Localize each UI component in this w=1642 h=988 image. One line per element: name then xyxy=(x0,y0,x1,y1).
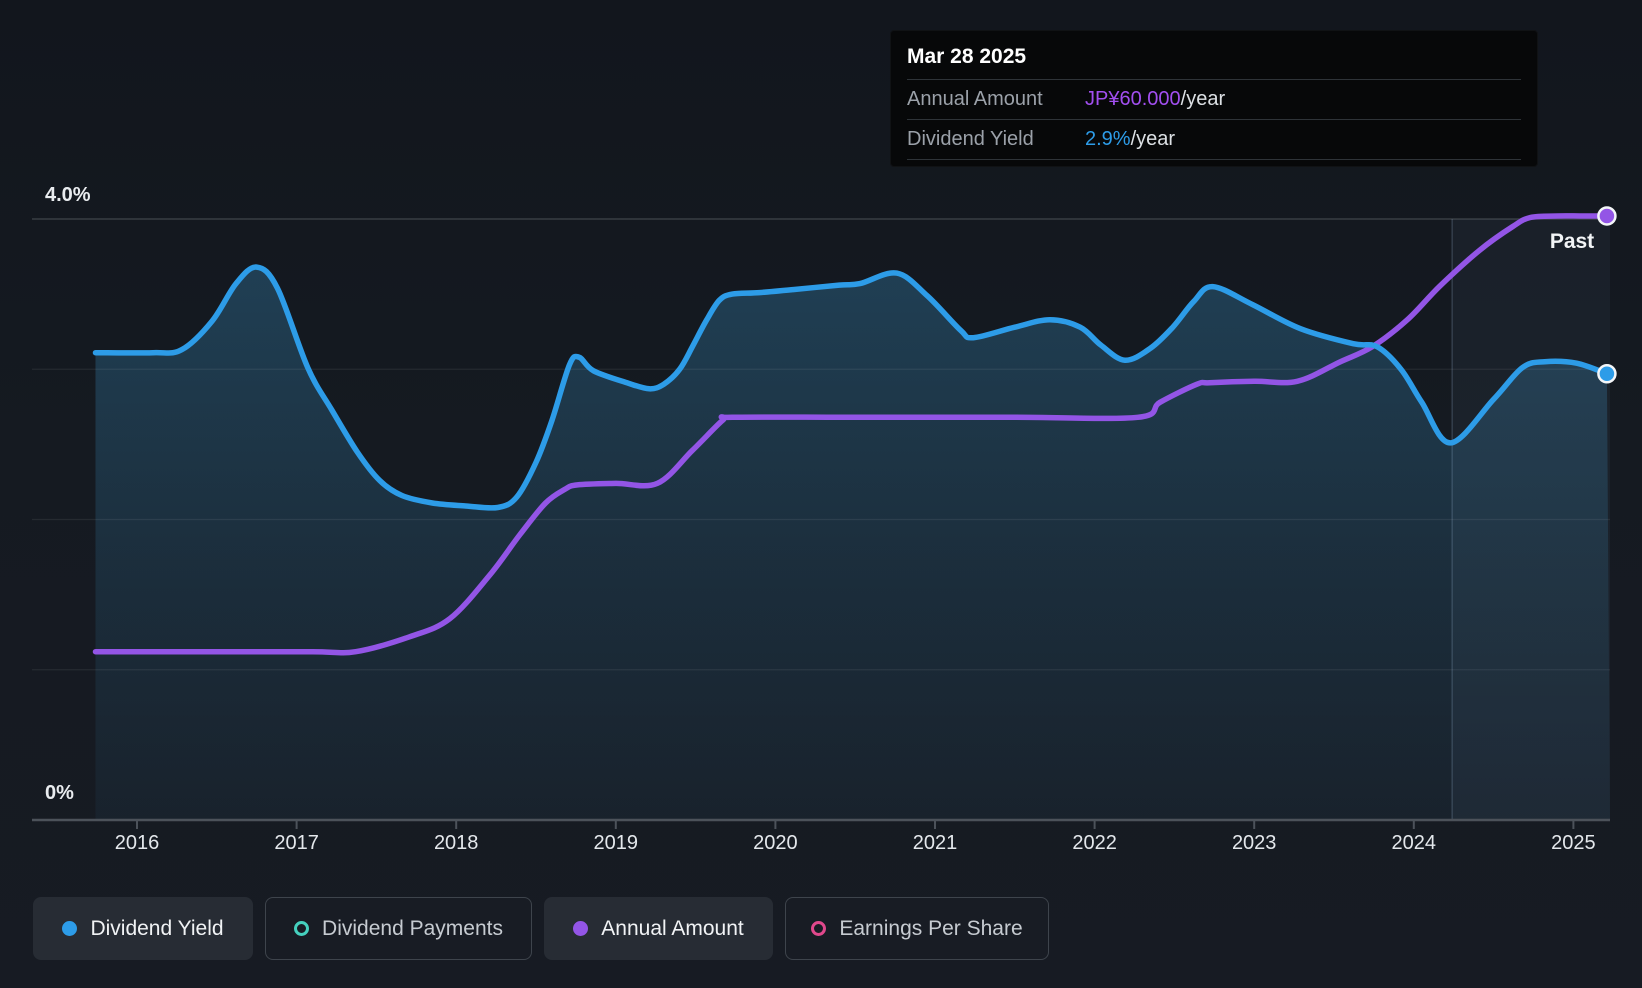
tooltip-value-dividend-yield: 2.9% xyxy=(1085,128,1131,150)
annual-amount-dot-icon xyxy=(573,921,589,936)
tooltip-label: Dividend Yield xyxy=(907,128,1034,150)
legend-button-dividend-yield[interactable]: Dividend Yield xyxy=(33,897,253,960)
x-axis-label-2021: 2021 xyxy=(912,832,958,854)
tooltip-suffix: /year xyxy=(1180,88,1226,110)
tooltip-date: Mar 28 2025 xyxy=(907,45,1027,68)
tooltip-row-annual-amount: Annual Amount JP¥60.000 /year xyxy=(907,79,1521,119)
x-axis-label-2018: 2018 xyxy=(433,832,479,854)
dividend-yield-line xyxy=(92,264,1610,511)
legend-button-annual-amount[interactable]: Annual Amount xyxy=(544,897,773,960)
x-axis-label-2023: 2023 xyxy=(1231,832,1277,854)
x-axis-label-2016: 2016 xyxy=(114,832,160,854)
annual-amount-line xyxy=(92,213,1610,656)
x-axis-label-2024: 2024 xyxy=(1391,832,1437,854)
y-axis-label-top: 4.0% xyxy=(45,184,91,206)
dividend-payments-ring-icon xyxy=(294,921,310,936)
tooltip-row-dividend-yield: Dividend Yield 2.9% /year xyxy=(907,119,1521,160)
legend-label: Dividend Yield xyxy=(90,916,224,940)
legend-button-earnings-per-share[interactable]: Earnings Per Share xyxy=(785,897,1049,960)
x-axis-label-2020: 2020 xyxy=(753,832,798,854)
tooltip-value-annual-amount: JP¥60.000 xyxy=(1085,88,1181,110)
x-axis-label-2019: 2019 xyxy=(593,832,639,854)
y-axis-label-bottom: 0% xyxy=(45,782,74,804)
past-annotation-label: Past xyxy=(1549,230,1595,253)
chart-tooltip: Mar 28 2025 Annual Amount JP¥60.000 /yea… xyxy=(890,30,1538,167)
x-axis-label-2017: 2017 xyxy=(274,832,319,854)
tooltip-suffix: /year xyxy=(1130,128,1176,150)
x-axis-label-2025: 2025 xyxy=(1551,832,1596,854)
dividend-yield-endpoint-marker xyxy=(1597,364,1617,384)
chart-legend: Dividend Yield Dividend Payments Annual … xyxy=(33,897,1049,960)
tooltip-label: Annual Amount xyxy=(907,88,1043,110)
dividend-yield-area xyxy=(95,267,1610,820)
legend-label: Annual Amount xyxy=(601,916,744,940)
x-axis-label-2022: 2022 xyxy=(1072,832,1117,854)
annual-amount-endpoint-marker xyxy=(1597,206,1617,226)
earnings-per-share-ring-icon xyxy=(811,921,827,936)
legend-label: Dividend Payments xyxy=(322,916,503,940)
past-highlight-band xyxy=(1452,219,1610,820)
legend-label: Earnings Per Share xyxy=(839,916,1023,940)
dividend-yield-dot-icon xyxy=(62,921,78,936)
legend-button-dividend-payments[interactable]: Dividend Payments xyxy=(265,897,532,960)
